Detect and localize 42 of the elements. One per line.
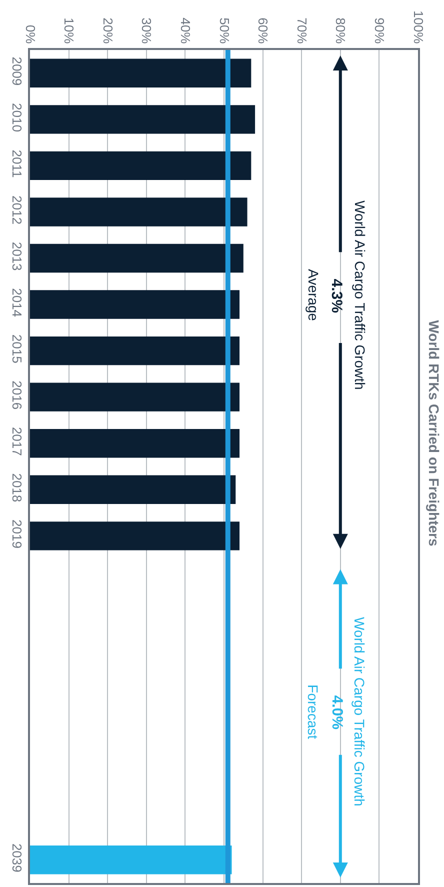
- annotation: 4.3%: [328, 278, 345, 313]
- x-tick-label: 90%: [372, 18, 387, 44]
- y-tick-label: 2039: [10, 843, 25, 872]
- y-tick-label: 2014: [10, 288, 25, 318]
- bar: [30, 151, 252, 180]
- x-tick-label: 20%: [100, 18, 116, 44]
- x-tick-label: 100%: [410, 10, 426, 44]
- bar: [30, 475, 236, 504]
- bar: [30, 382, 240, 412]
- x-tick-label: 50%: [216, 18, 232, 44]
- y-tick-label: 2013: [10, 242, 25, 271]
- x-tick-label: 40%: [178, 18, 193, 44]
- bar: [30, 105, 256, 134]
- annotation: World Air Cargo Traffic Growth: [352, 200, 368, 390]
- bar: [30, 336, 240, 366]
- bar: [30, 290, 240, 319]
- bar: [30, 244, 244, 273]
- bar: [30, 846, 232, 874]
- y-tick-label: 2009: [10, 56, 25, 86]
- x-tick-label: 80%: [333, 18, 348, 44]
- y-tick-label: 2015: [10, 334, 25, 364]
- annotation: Average: [306, 269, 322, 322]
- y-tick-label: 2017: [10, 426, 25, 456]
- x-tick-label: 70%: [294, 18, 310, 44]
- annotation: 4.0%: [328, 695, 346, 730]
- x-tick-label: 30%: [139, 18, 154, 44]
- x-tick-label: 60%: [256, 18, 271, 44]
- text: World RTKs Carried on Freighters: [426, 320, 442, 546]
- bar: [30, 198, 248, 226]
- x-tick-label: 10%: [62, 18, 77, 44]
- bar: [30, 522, 240, 550]
- y-tick-label: 2018: [10, 473, 25, 502]
- y-tick-label: 2012: [10, 196, 25, 224]
- bar: [30, 58, 252, 88]
- y-tick-label: 2010: [10, 103, 25, 132]
- annotation: Forecast: [305, 684, 322, 740]
- bar: [30, 429, 240, 458]
- annotation: World Air Cargo Traffic Growth: [352, 616, 368, 806]
- y-tick-label: 2016: [10, 380, 25, 410]
- y-tick-label: 2011: [10, 150, 25, 178]
- x-tick-label: 0%: [22, 24, 38, 44]
- y-tick-label: 2019: [10, 520, 25, 548]
